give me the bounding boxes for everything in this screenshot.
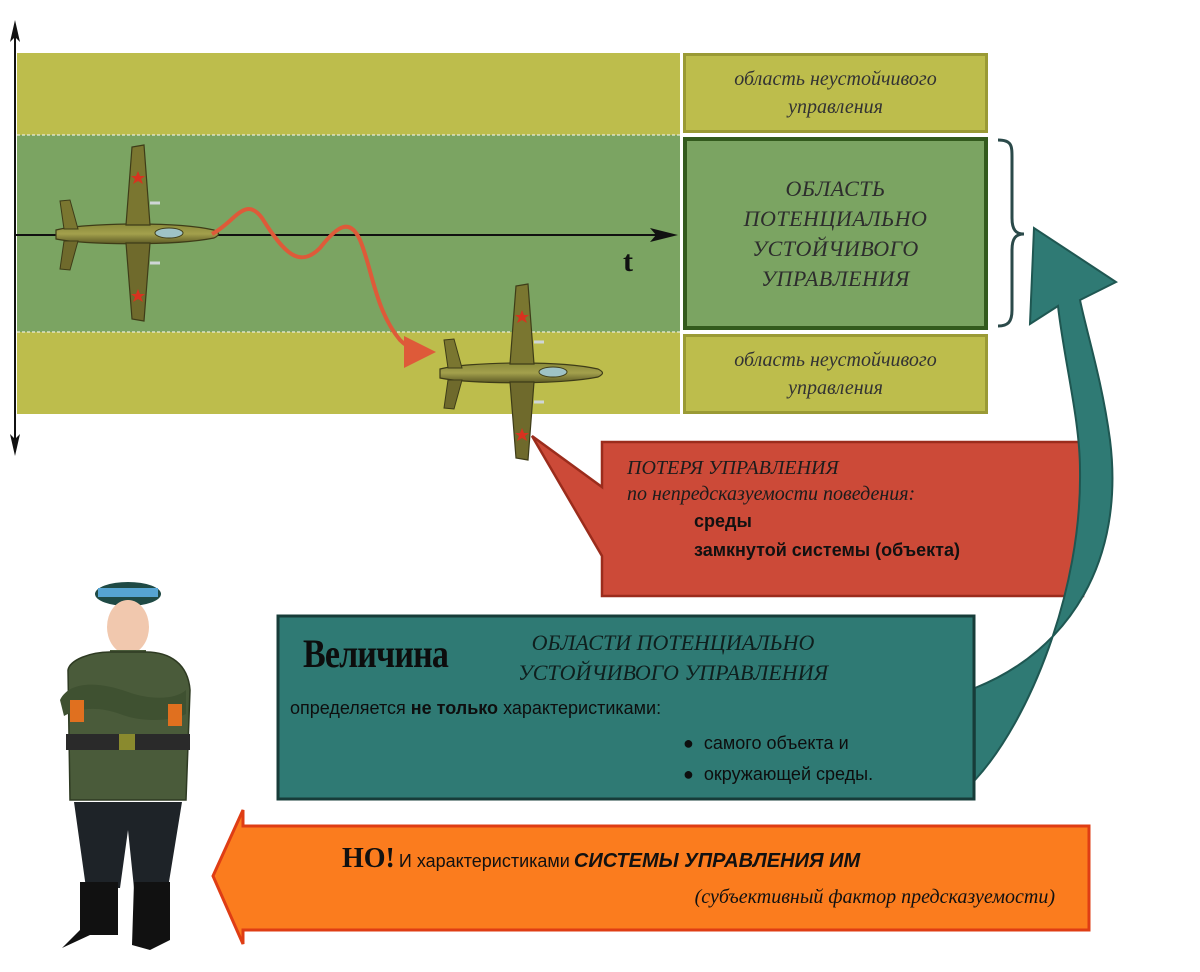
value-box-bullet: ● окружающей среды.: [683, 764, 874, 784]
unstable-zone-top: [17, 53, 680, 135]
loss-callout-item: среды: [694, 511, 752, 531]
but-banner-emphasis: СИСТЕМЫ УПРАВЛЕНИЯ ИМ: [573, 850, 861, 872]
bullet-icon: ●: [683, 733, 694, 753]
loss-callout: ПОТЕРЯ УПРАВЛЕНИЯ по непредсказуемости п…: [627, 455, 1077, 565]
but-banner-shape: [211, 809, 1091, 945]
value-box-text-suffix: характеристиками:: [503, 698, 662, 718]
stable-zone-label: ОБЛАСТЬ ПОТЕНЦИАЛЬНО УСТОЙЧИВОГО УПРАВЛЕ…: [683, 137, 988, 330]
value-box-text-prefix: определяется: [290, 698, 406, 718]
trajectory-line: [211, 207, 436, 368]
vertical-axis-arrow-down: [10, 434, 20, 456]
unstable-zone-label-bottom: область неустойчивого управления: [683, 334, 988, 414]
value-box-text: определяется не только характеристиками:: [290, 698, 661, 719]
value-box-heading-line1: ОБЛАСТИ ПОТЕНЦИАЛЬНО: [531, 630, 815, 655]
value-box-heading-line2: УСТОЙЧИВОГО УПРАВЛЕНИЯ: [517, 660, 829, 685]
loss-callout-title: ПОТЕРЯ УПРАВЛЕНИЯ: [627, 457, 839, 479]
loss-callout-item: замкнутой системы (объекта): [694, 540, 960, 560]
value-box-bullet: ● самого объекта и: [683, 733, 849, 753]
but-banner-note: (субъективный фактор предсказуемости): [694, 886, 1055, 908]
but-banner-main: НО! И характеристиками СИСТЕМЫ УПРАВЛЕНИ…: [342, 843, 860, 875]
time-axis-arrow: [650, 228, 678, 242]
time-axis-label: t: [623, 245, 633, 278]
vertical-axis-arrow-up: [10, 20, 20, 42]
value-box-shape: [276, 614, 976, 801]
bullet-icon: ●: [683, 764, 694, 784]
but-banner-lead: НО!: [342, 843, 395, 874]
stable-zone-bracket: [997, 138, 1025, 328]
curved-arrow: [974, 226, 1118, 783]
value-box-lead: Величина: [303, 631, 449, 676]
unstable-zone-label-top: область неустойчивого управления: [683, 53, 988, 133]
officer-figure: [60, 582, 191, 950]
value-box-text-bold: не только: [410, 698, 499, 718]
loss-callout-subtitle: по непредсказуемости поведения:: [627, 483, 916, 505]
but-banner-text: И характеристиками: [398, 851, 570, 871]
